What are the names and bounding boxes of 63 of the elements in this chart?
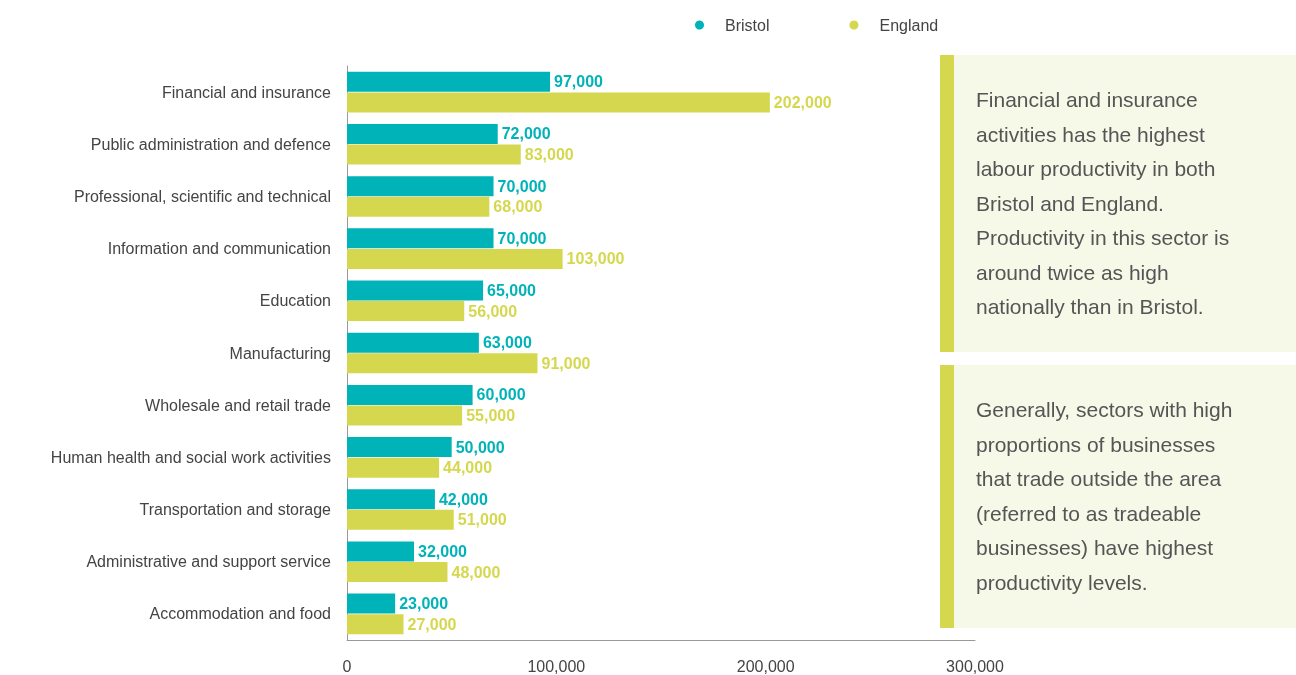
bar	[347, 71, 551, 92]
bar	[347, 280, 484, 301]
bar	[347, 541, 414, 562]
bar	[347, 437, 452, 458]
data-label: 103,000	[566, 250, 625, 268]
data-label: 50,000	[455, 438, 505, 456]
y-tick-label: Human health and social work activities	[50, 448, 331, 466]
data-label: 70,000	[497, 229, 547, 247]
bar	[347, 614, 404, 635]
data-label: 202,000	[773, 93, 832, 111]
data-label: 23,000	[399, 595, 449, 613]
data-label: 65,000	[487, 282, 537, 300]
y-tick-label: Administrative and support service	[86, 553, 332, 571]
bar	[347, 92, 770, 113]
bar	[347, 176, 494, 197]
data-label: 91,000	[541, 354, 591, 372]
bar	[347, 457, 440, 478]
bar	[347, 248, 563, 269]
data-label: 70,000	[497, 177, 547, 195]
data-label: 83,000	[524, 146, 574, 164]
x-tick-label: 300,000	[946, 657, 1005, 675]
bar	[347, 196, 490, 217]
x-tick-label: 200,000	[736, 657, 795, 675]
bar	[347, 144, 521, 165]
bar	[347, 384, 473, 405]
y-tick-label: Transportation and storage	[139, 501, 332, 519]
y-tick-label: Accommodation and food	[149, 605, 331, 623]
data-label: 51,000	[457, 511, 507, 529]
data-label: 97,000	[554, 73, 604, 91]
bar	[347, 228, 494, 249]
data-label: 44,000	[443, 459, 493, 477]
data-label: 63,000	[482, 334, 532, 352]
text-card: Generally, sectors with high proportions of businesses that trade outside the area (referred to as tradeable businesses) have highest productivity levels.	[940, 365, 1296, 628]
y-tick-label: Professional, scientific and technical	[73, 187, 331, 205]
text-card: Financial and insurance activities has the highest labour productivity in both Bristol and England. Productivity in this sector is around twice as high nationally than in Bristol.	[940, 55, 1296, 352]
bar	[347, 301, 465, 322]
data-label: 48,000	[451, 563, 501, 581]
data-label: 72,000	[501, 125, 551, 143]
legend-label: England	[879, 16, 939, 34]
x-tick-label: 0	[342, 657, 352, 675]
bar	[347, 489, 435, 510]
bar	[347, 509, 454, 530]
x-tick-label: 100,000	[527, 657, 586, 675]
data-label: 68,000	[493, 198, 543, 216]
data-label: 32,000	[417, 542, 468, 560]
bar	[347, 562, 448, 583]
data-label: 27,000	[407, 615, 457, 633]
data-label: 56,000	[468, 302, 518, 320]
y-tick-label: Manufacturing	[229, 344, 331, 362]
bar	[347, 353, 538, 374]
bar	[347, 593, 396, 614]
y-tick-label: Financial and insurance	[162, 83, 332, 101]
data-label: 42,000	[438, 490, 488, 508]
y-tick-label: Wholesale and retail trade	[145, 396, 332, 414]
y-tick-label: Information and communication	[107, 240, 331, 258]
data-label: 60,000	[476, 386, 526, 404]
data-label: 55,000	[466, 406, 516, 424]
bar	[347, 405, 463, 426]
legend-label: Bristol	[725, 16, 770, 34]
bar	[347, 123, 498, 144]
y-tick-label: Education	[259, 292, 331, 310]
bar	[347, 332, 479, 353]
y-tick-label: Public administration and defence	[90, 135, 332, 153]
